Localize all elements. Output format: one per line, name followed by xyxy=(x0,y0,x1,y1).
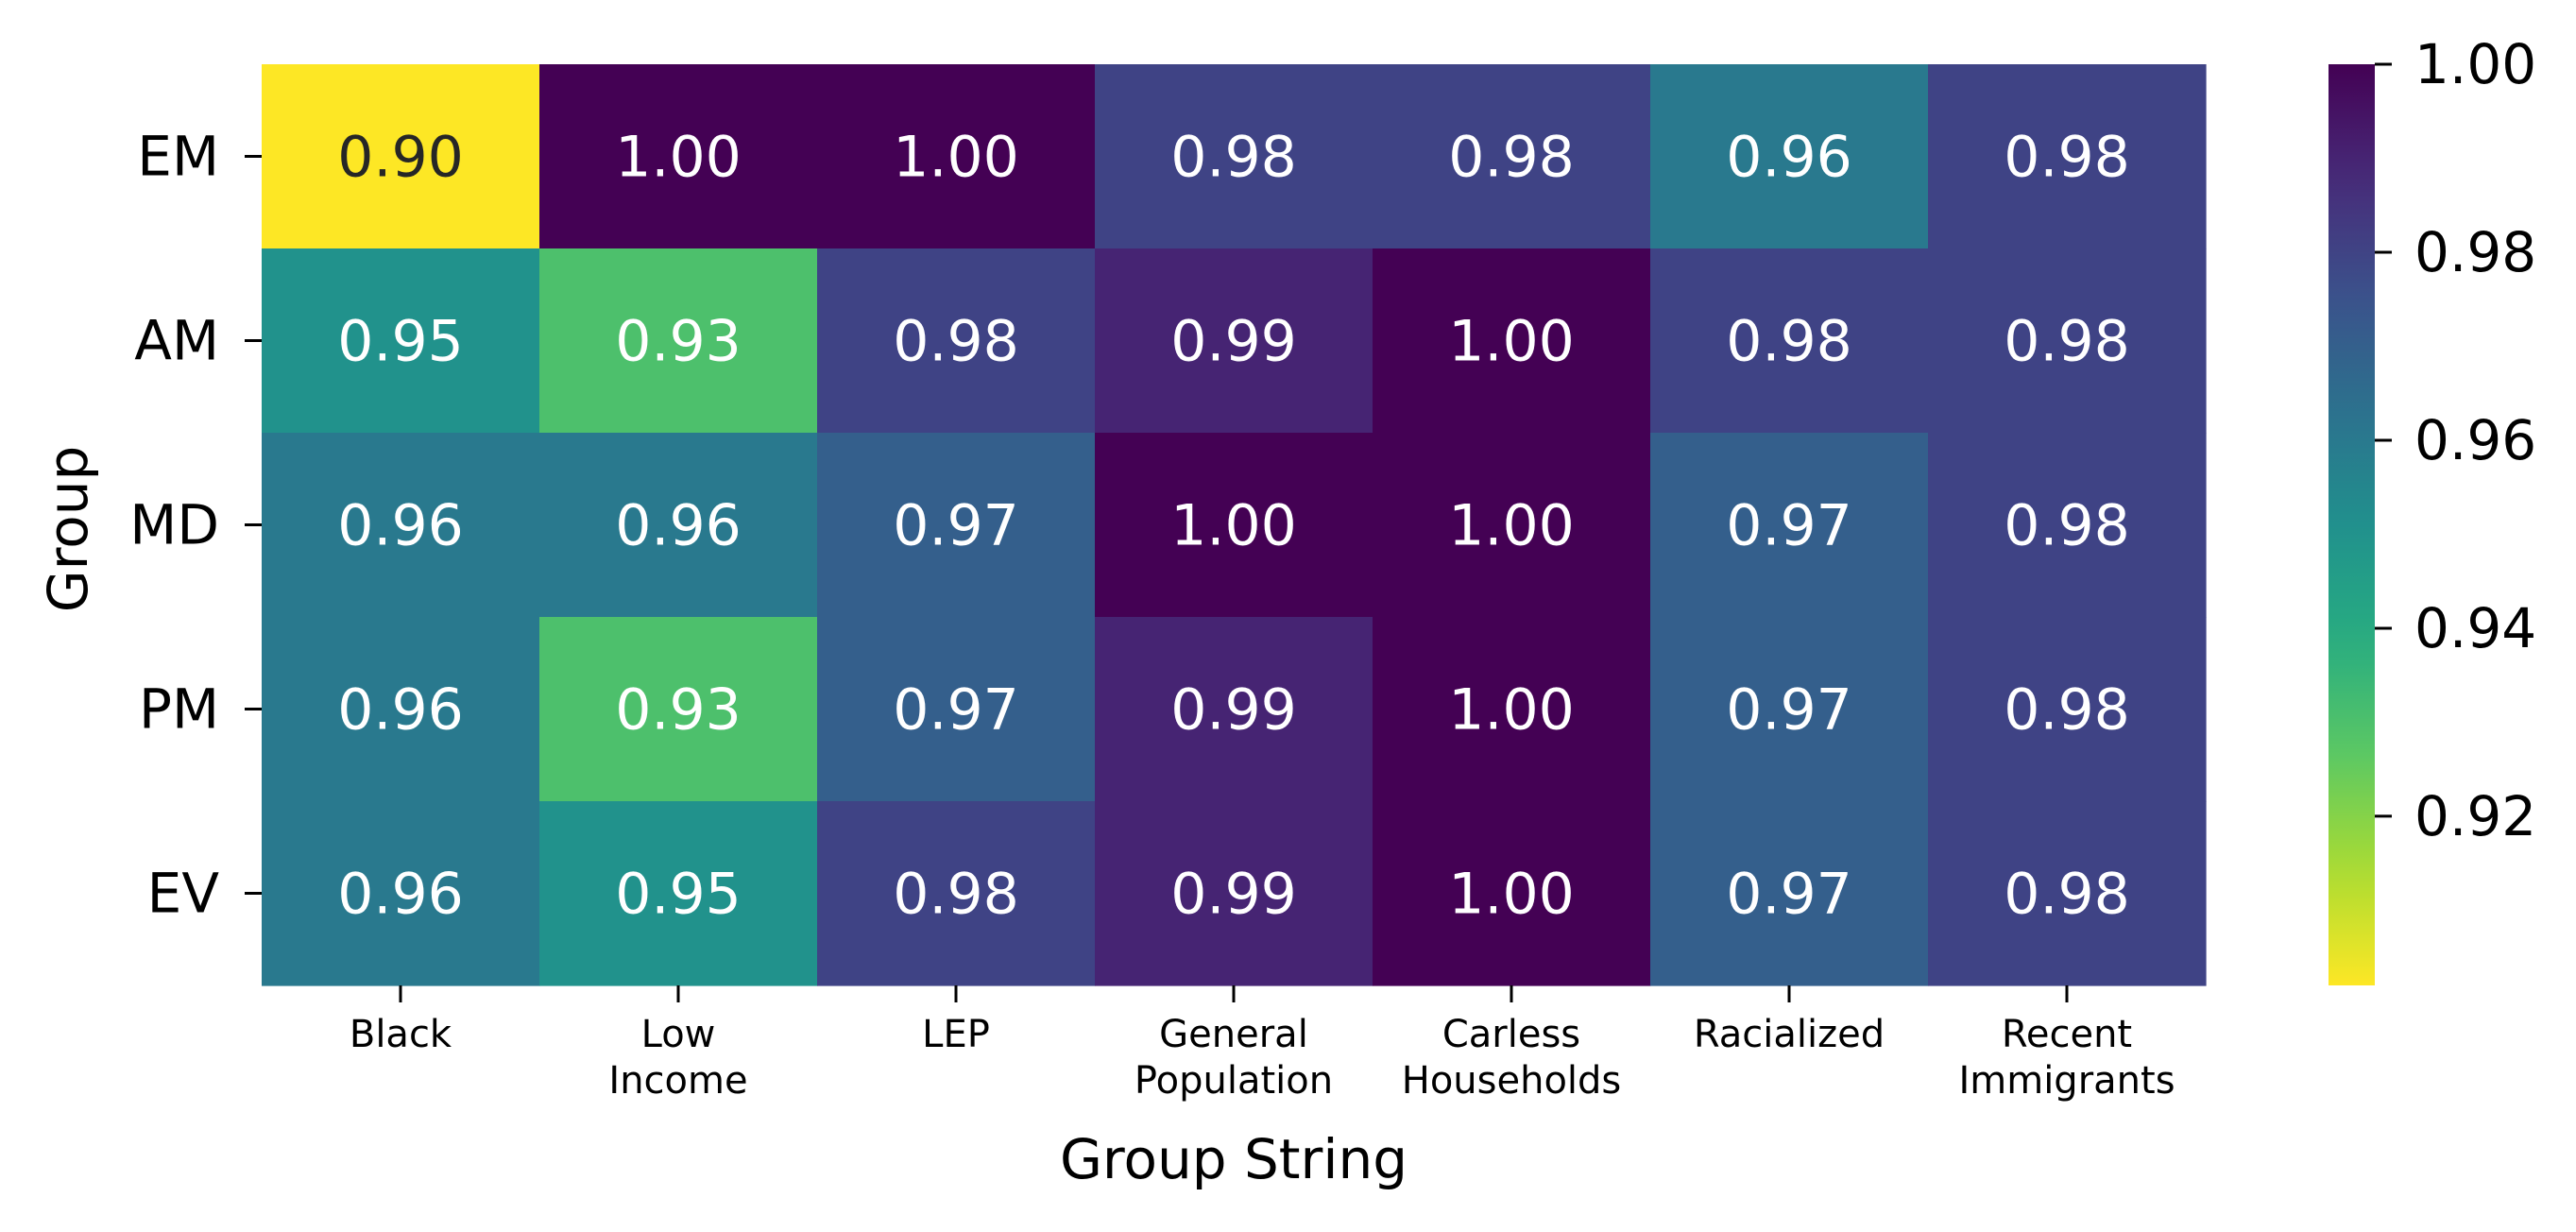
heatmap-cell xyxy=(539,433,818,618)
cell-value-label: 1.00 xyxy=(1448,493,1575,559)
heatmap-cell xyxy=(817,801,1096,986)
heatmap-cells xyxy=(262,64,2207,986)
cell-value-label: 0.98 xyxy=(2004,862,2130,928)
colorbar-gradient xyxy=(2329,64,2375,985)
cell-value-label: 0.96 xyxy=(337,862,464,928)
cell-value-label: 0.93 xyxy=(615,309,742,375)
cell-value-label: 0.98 xyxy=(2004,677,2130,744)
cell-value-label: 0.99 xyxy=(1170,862,1297,928)
x-tick-label: General Population xyxy=(1134,1013,1333,1103)
cell-value-label: 1.00 xyxy=(1170,493,1297,559)
colorbar-tick-label: 1.00 xyxy=(2414,32,2536,96)
heatmap-cell xyxy=(1373,248,1651,434)
cell-value-label: 1.00 xyxy=(1448,309,1575,375)
cell-value-label: 1.00 xyxy=(1448,677,1575,744)
colorbar-tick-label: 0.92 xyxy=(2414,784,2536,848)
cell-value-label: 0.95 xyxy=(615,862,742,928)
x-tick-label: LEP xyxy=(922,1013,990,1056)
x-axis: Black Low Income LEP General Population Carles… xyxy=(350,985,2175,1103)
colorbar-tick-label: 0.94 xyxy=(2414,596,2536,660)
cell-value-label: 0.97 xyxy=(1726,862,1852,928)
y-tick-label: EM xyxy=(137,125,219,189)
heatmap-cell xyxy=(262,801,540,986)
heatmap-cell xyxy=(1650,617,1929,802)
cell-value-label: 0.98 xyxy=(2004,309,2130,375)
heatmap-cell xyxy=(1650,64,1929,249)
heatmap-cell xyxy=(817,248,1096,434)
heatmap-cell xyxy=(1650,433,1929,618)
heatmap-cell xyxy=(1928,617,2207,802)
heatmap-cell xyxy=(539,801,818,986)
heatmap-cell xyxy=(1095,617,1373,802)
cell-value-label: 1.00 xyxy=(893,125,1019,191)
heatmap-cell xyxy=(817,433,1096,618)
heatmap-cell xyxy=(1650,801,1929,986)
heatmap-cell xyxy=(1095,248,1373,434)
cell-value-label: 0.98 xyxy=(893,309,1019,375)
heatmap-cell xyxy=(1095,801,1373,986)
cell-value-label: 0.93 xyxy=(615,677,742,744)
heatmap-cell xyxy=(1373,801,1651,986)
cell-annotations: 0.90 1.00 1.00 0.98 0.98 0.96 0.98 0.95 0.93 0.98… xyxy=(337,125,2130,928)
cell-value-label: 0.90 xyxy=(337,125,464,191)
x-axis-title: Group String xyxy=(1060,1127,1407,1191)
cell-value-label: 0.97 xyxy=(1726,493,1852,559)
heatmap-cell xyxy=(262,64,540,249)
cell-value-label: 0.96 xyxy=(337,493,464,559)
y-tick-label: MD xyxy=(129,493,219,557)
y-axis-title: Group xyxy=(36,446,100,613)
heatmap-cell xyxy=(539,248,818,434)
cell-value-label: 1.00 xyxy=(1448,862,1575,928)
cell-value-label: 0.98 xyxy=(1170,125,1297,191)
heatmap-cell xyxy=(262,248,540,434)
x-tick-label: Low Income xyxy=(608,1013,747,1103)
cell-value-label: 1.00 xyxy=(615,125,742,191)
heatmap-cell xyxy=(1928,64,2207,249)
heatmap-cell xyxy=(539,617,818,802)
heatmap-cell xyxy=(539,64,818,249)
y-tick-label: EV xyxy=(147,862,220,926)
colorbar-tick-label: 0.96 xyxy=(2414,408,2536,472)
cell-value-label: 0.98 xyxy=(1448,125,1575,191)
cell-value-label: 0.96 xyxy=(1726,125,1852,191)
cell-value-label: 0.98 xyxy=(1726,309,1852,375)
heatmap-cell xyxy=(1928,801,2207,986)
heatmap-cell xyxy=(1373,617,1651,802)
y-axis: EM AM MD PM EV xyxy=(129,125,262,926)
y-tick-label: AM xyxy=(134,309,219,373)
y-tick-label: PM xyxy=(139,677,219,742)
x-tick-label: Carless Households xyxy=(1402,1013,1622,1103)
cell-value-label: 0.97 xyxy=(893,493,1019,559)
cell-value-label: 0.96 xyxy=(615,493,742,559)
cell-value-label: 0.98 xyxy=(893,862,1019,928)
heatmap-cell xyxy=(1373,433,1651,618)
cell-value-label: 0.99 xyxy=(1170,309,1297,375)
heatmap-cell xyxy=(817,617,1096,802)
heatmap-cell xyxy=(262,617,540,802)
x-tick-label: Recent Immigrants xyxy=(1958,1013,2175,1103)
cell-value-label: 0.96 xyxy=(337,677,464,744)
cell-value-label: 0.98 xyxy=(2004,125,2130,191)
heatmap-cell xyxy=(1373,64,1651,249)
x-tick-label: Racialized xyxy=(1694,1013,1885,1056)
heatmap-cell xyxy=(1095,433,1373,618)
heatmap-cell xyxy=(1928,248,2207,434)
cell-value-label: 0.98 xyxy=(2004,493,2130,559)
colorbar: 1.00 0.98 0.96 0.94 0.92 xyxy=(2329,32,2536,985)
heatmap-cell xyxy=(262,433,540,618)
x-tick-label: Black xyxy=(350,1013,452,1056)
heatmap-cell xyxy=(1650,248,1929,434)
cell-value-label: 0.97 xyxy=(893,677,1019,744)
cell-value-label: 0.95 xyxy=(337,309,464,375)
heatmap-cell xyxy=(1095,64,1373,249)
cell-value-label: 0.99 xyxy=(1170,677,1297,744)
heatmap-cell xyxy=(817,64,1096,249)
colorbar-tick-label: 0.98 xyxy=(2414,220,2536,284)
heatmap-cell xyxy=(1928,433,2207,618)
cell-value-label: 0.97 xyxy=(1726,677,1852,744)
